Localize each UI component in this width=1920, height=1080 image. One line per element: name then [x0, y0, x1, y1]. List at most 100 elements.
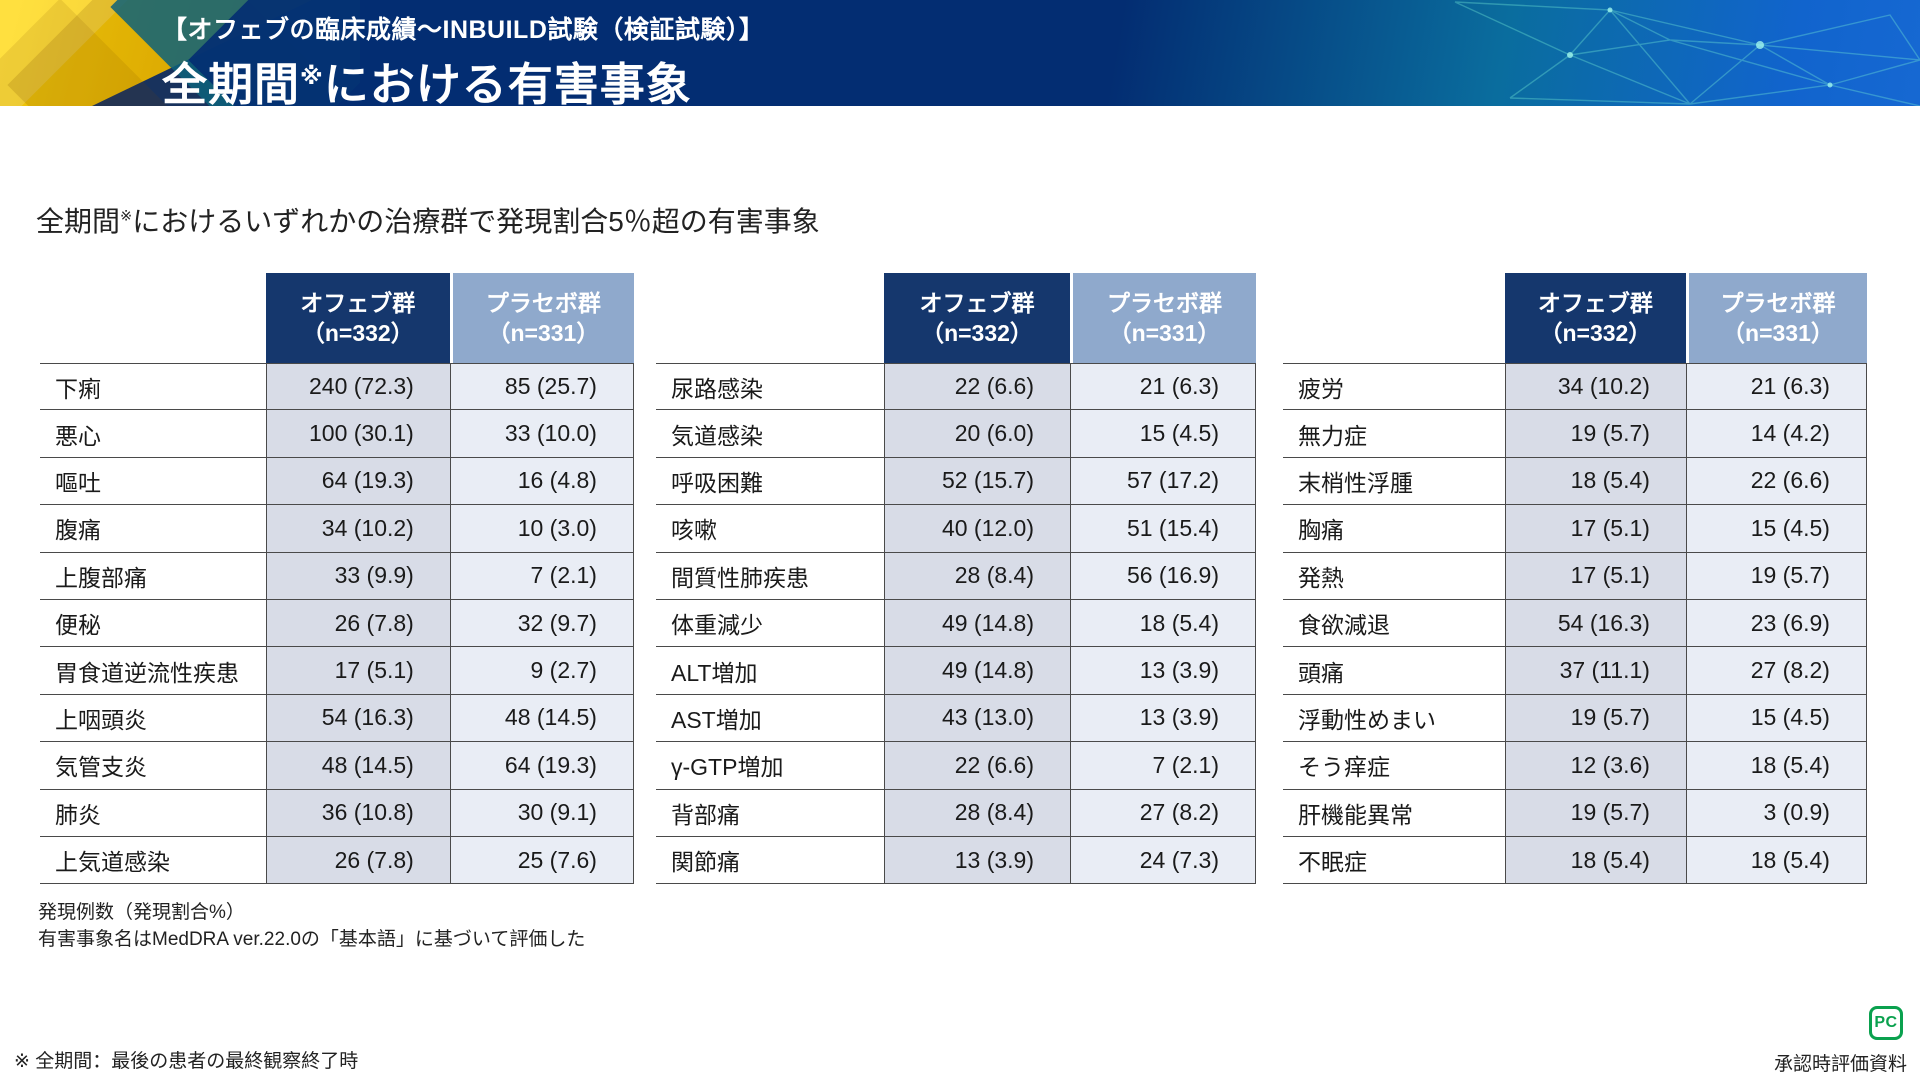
subtitle-superscript: ※ [120, 208, 133, 225]
ae-row-label: AST増加 [656, 694, 884, 743]
ae-ofev-value: 17 (5.1) [265, 647, 450, 695]
col-header-placebo: プラセボ群 （n=331） [1070, 273, 1256, 363]
ae-placebo-value: 25 (7.6) [449, 836, 634, 885]
ae-row-label: ALT増加 [656, 647, 884, 695]
ae-placebo-value: 85 (25.7) [449, 363, 634, 411]
ae-placebo-value: 18 (5.4) [1685, 836, 1867, 885]
header-band: 【オフェブの臨床成績～INBUILD試験（検証試験）】 全期間※における有害事象 [0, 0, 1920, 106]
approval-label: 承認時評価資料 [1773, 1054, 1907, 1075]
ae-ofev-value: 52 (15.7) [884, 457, 1070, 506]
ae-ofev-value: 100 (30.1) [265, 410, 450, 458]
ae-row-label: 尿路感染 [656, 363, 884, 411]
ae-ofev-value: 54 (16.3) [265, 694, 450, 743]
ae-placebo-value: 21 (6.3) [1685, 363, 1867, 411]
ae-placebo-value: 22 (6.6) [1685, 457, 1867, 506]
ae-row-label: 上咽頭炎 [40, 694, 266, 743]
ae-placebo-value: 13 (3.9) [1070, 647, 1256, 695]
ae-row-label: 肝機能異常 [1283, 789, 1505, 837]
ae-ofev-value: 28 (8.4) [884, 552, 1070, 600]
ae-placebo-value: 33 (10.0) [449, 410, 634, 458]
header-blank-cell [656, 273, 884, 363]
ae-placebo-value: 18 (5.4) [1685, 742, 1867, 790]
ae-row-label: 関節痛 [656, 836, 884, 885]
ae-row-label: 気管支炎 [40, 742, 266, 790]
ae-placebo-value: 18 (5.4) [1070, 599, 1256, 648]
ae-ofev-value: 17 (5.1) [1504, 552, 1686, 600]
ae-row-label: 咳嗽 [656, 505, 884, 553]
ae-placebo-value: 10 (3.0) [449, 505, 634, 553]
ae-placebo-value: 15 (4.5) [1070, 410, 1256, 458]
ae-placebo-value: 13 (3.9) [1070, 694, 1256, 743]
ae-ofev-value: 49 (14.8) [884, 647, 1070, 695]
ae-ofev-value: 19 (5.7) [1504, 694, 1686, 743]
ae-row-label: 浮動性めまい [1283, 694, 1505, 743]
header-text: 【オフェブの臨床成績～INBUILD試験（検証試験）】 全期間※における有害事象 [162, 10, 764, 106]
ae-row-label: 疲労 [1283, 363, 1505, 411]
ae-placebo-value: 27 (8.2) [1070, 789, 1256, 837]
ae-ofev-value: 18 (5.4) [1504, 836, 1686, 885]
ae-ofev-value: 28 (8.4) [884, 789, 1070, 837]
ae-placebo-value: 24 (7.3) [1070, 836, 1256, 885]
ae-placebo-value: 27 (8.2) [1685, 647, 1867, 695]
ae-placebo-value: 64 (19.3) [449, 742, 634, 790]
title-superscript: ※ [300, 63, 324, 89]
ae-placebo-value: 57 (17.2) [1070, 457, 1256, 506]
ae-placebo-value: 3 (0.9) [1685, 789, 1867, 837]
ae-row-label: 間質性肺疾患 [656, 552, 884, 600]
ae-placebo-value: 7 (2.1) [1070, 742, 1256, 790]
ae-ofev-value: 19 (5.7) [1504, 789, 1686, 837]
ae-ofev-value: 18 (5.4) [1504, 457, 1686, 506]
adverse-events-table-1: オフェブ群 （n=332） プラセボ群 （n=331） 下痢 240 (72.3) 85 (… [40, 273, 634, 885]
ae-row-label: 上腹部痛 [40, 552, 266, 600]
ae-row-label: 胃食道逆流性疾患 [40, 647, 266, 695]
ae-ofev-value: 26 (7.8) [265, 599, 450, 648]
col-header-ofev: オフェブ群 （n=332） [1504, 273, 1686, 363]
ae-row-label: 胸痛 [1283, 505, 1505, 553]
col-header-placebo: プラセボ群 （n=331） [449, 273, 634, 363]
ae-placebo-value: 19 (5.7) [1685, 552, 1867, 600]
ae-placebo-value: 7 (2.1) [449, 552, 634, 600]
ae-ofev-value: 22 (6.6) [884, 363, 1070, 411]
ae-row-label: γ-GTP増加 [656, 742, 884, 790]
pc-logo: PC [1869, 1006, 1903, 1040]
ae-ofev-value: 240 (72.3) [265, 363, 450, 411]
slide-kicker: 【オフェブの臨床成績～INBUILD試験（検証試験）】 [162, 16, 765, 44]
ae-placebo-value: 16 (4.8) [449, 457, 634, 506]
ae-placebo-value: 48 (14.5) [449, 694, 634, 743]
ae-row-label: 下痢 [40, 363, 266, 411]
ae-placebo-value: 21 (6.3) [1070, 363, 1256, 411]
ae-row-label: 食欲減退 [1283, 599, 1505, 648]
ae-ofev-value: 12 (3.6) [1504, 742, 1686, 790]
section-subtitle: 全期間※におけるいずれかの治療群で発現割合5％超の有害事象 [36, 206, 820, 237]
page-title: 全期間※における有害事象 [162, 59, 692, 106]
ae-row-label: 頭痛 [1283, 647, 1505, 695]
ae-ofev-value: 20 (6.0) [884, 410, 1070, 458]
ae-ofev-value: 64 (19.3) [265, 457, 450, 506]
ae-ofev-value: 26 (7.8) [265, 836, 450, 885]
ae-ofev-value: 13 (3.9) [884, 836, 1070, 885]
ae-ofev-value: 43 (13.0) [884, 694, 1070, 743]
ae-placebo-value: 23 (6.9) [1685, 599, 1867, 648]
table-footnote: 発現例数（発現割合%） 有害事象名はMedDRA ver.22.0の「基本語」に… [38, 899, 585, 953]
ae-placebo-value: 51 (15.4) [1070, 505, 1256, 553]
adverse-events-table-3: オフェブ群 （n=332） プラセボ群 （n=331） 疲労 34 (10.2) 21 (6… [1283, 273, 1867, 885]
ae-row-label: 背部痛 [656, 789, 884, 837]
footnote-line-1: 発現例数（発現割合%） [38, 902, 245, 923]
ae-row-label: そう痒症 [1283, 742, 1505, 790]
header-blank-cell [1283, 273, 1505, 363]
ae-row-label: 無力症 [1283, 410, 1505, 458]
header-blank-cell [40, 273, 266, 363]
ae-ofev-value: 54 (16.3) [1504, 599, 1686, 648]
ae-placebo-value: 14 (4.2) [1685, 410, 1867, 458]
period-definition-note: ※ 全期間：最後の患者の最終観察終了時 [14, 1051, 359, 1072]
ae-placebo-value: 9 (2.7) [449, 647, 634, 695]
ae-ofev-value: 19 (5.7) [1504, 410, 1686, 458]
ae-placebo-value: 56 (16.9) [1070, 552, 1256, 600]
ae-row-label: 腹痛 [40, 505, 266, 553]
ae-placebo-value: 30 (9.1) [449, 789, 634, 837]
footnote-line-2: 有害事象名はMedDRA ver.22.0の「基本語」に基づいて評価した [38, 929, 586, 950]
ae-ofev-value: 17 (5.1) [1504, 505, 1686, 553]
ae-ofev-value: 36 (10.8) [265, 789, 450, 837]
ae-ofev-value: 22 (6.6) [884, 742, 1070, 790]
